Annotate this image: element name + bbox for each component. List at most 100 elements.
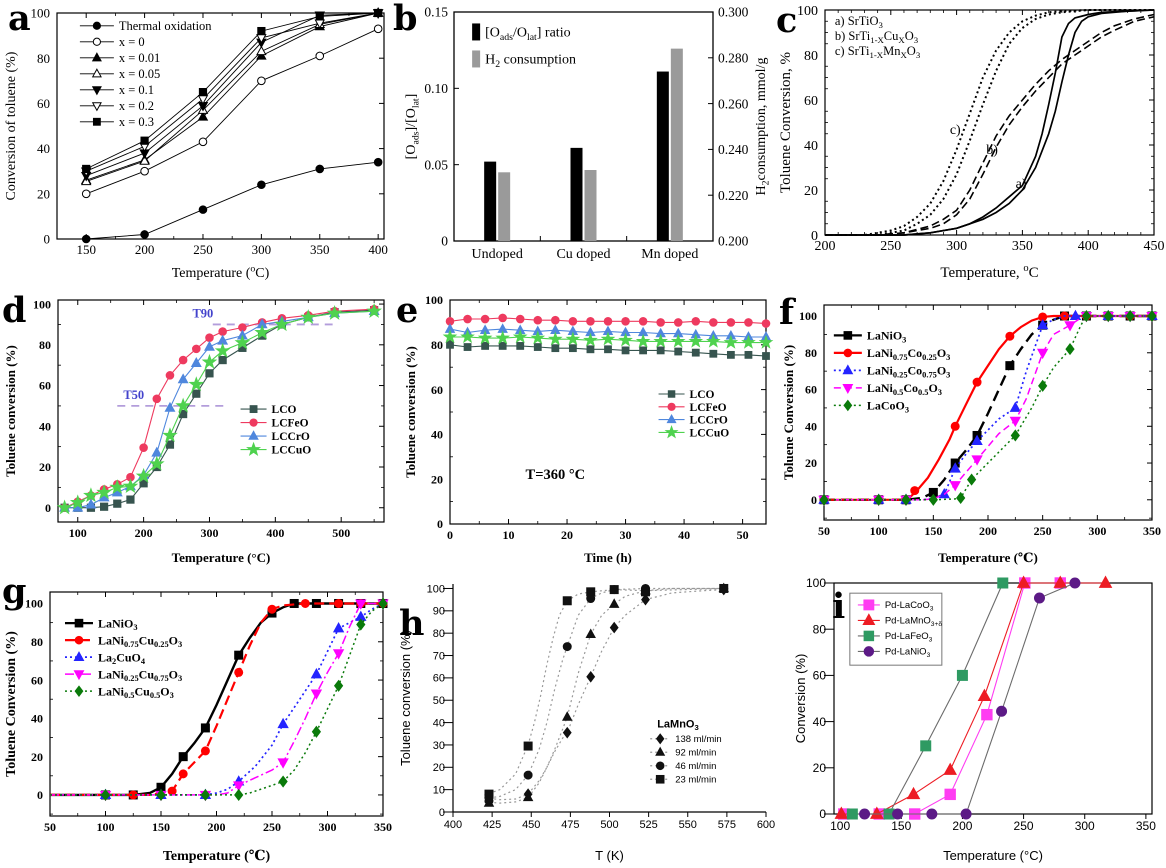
svg-text:La2CuO4: La2CuO4 (98, 650, 146, 666)
svg-text:Temperature (°C): Temperature (°C) (943, 848, 1043, 863)
svg-text:Cu doped: Cu doped (556, 247, 610, 262)
svg-text:0.260: 0.260 (718, 96, 749, 111)
svg-text:40: 40 (37, 141, 50, 156)
svg-text:100: 100 (69, 526, 87, 540)
svg-text:20: 20 (431, 472, 443, 486)
svg-text:Pd-LaCoO3: Pd-LaCoO3 (885, 600, 934, 612)
svg-text:LaNi0.75Co0.25O3: LaNi0.75Co0.25O3 (867, 346, 951, 362)
svg-text:0.05: 0.05 (424, 157, 448, 172)
svg-text:LaNi0.25Co0.75O3: LaNi0.25Co0.75O3 (867, 364, 951, 380)
panel-e: 0 10 20 30 40 50 0 20 40 60 80 100 Time (h) Toluene c… (400, 285, 778, 570)
svg-text:Mn doped: Mn doped (641, 247, 698, 262)
svg-text:475: 475 (561, 819, 579, 831)
svg-text:100: 100 (830, 819, 850, 833)
svg-text:Toluene Conversion, %: Toluene Conversion, % (778, 52, 794, 193)
svg-text:100: 100 (799, 309, 817, 323)
panel-h: 400 425 450 475 500 525 550 575 600 0 10 20 30 40 50 60… (395, 570, 790, 868)
svg-text:80: 80 (433, 628, 445, 640)
svg-text:Toluene Conversion (%): Toluene Conversion (%) (4, 631, 19, 777)
svg-text:100: 100 (425, 293, 443, 307)
chart-c-canvas: 200 250 300 350 400 450 0 20 40 60 80 100 Temperatur… (778, 4, 1165, 281)
chart-h-canvas: 400 425 450 475 500 525 550 575 600 0 10 20 30 40 50 60… (398, 582, 775, 863)
svg-text:20: 20 (37, 186, 50, 201)
svg-text:0: 0 (439, 807, 445, 819)
svg-text:100: 100 (870, 524, 888, 538)
panel-g: 50 100 150 200 250 300 350 0 20 40 60 80 100 Temperat… (0, 570, 395, 868)
svg-text:0.280: 0.280 (718, 51, 749, 66)
svg-text:60: 60 (805, 383, 817, 397)
svg-text:LaMnO3: LaMnO3 (657, 718, 699, 732)
svg-text:Temperature (℃): Temperature (℃) (163, 849, 271, 864)
svg-text:0: 0 (441, 234, 448, 249)
svg-text:300: 300 (946, 239, 967, 254)
svg-text:60: 60 (31, 673, 43, 687)
svg-text:100: 100 (806, 576, 826, 590)
svg-text:c): c) (950, 123, 961, 138)
svg-text:20: 20 (31, 750, 43, 764)
svg-text:150: 150 (76, 242, 96, 257)
svg-text:250: 250 (1034, 524, 1052, 538)
svg-text:LaNiO3: LaNiO3 (867, 329, 907, 345)
panel-letter-h: h (399, 603, 425, 644)
svg-text:0: 0 (37, 788, 43, 802)
svg-text:Temperature (℃): Temperature (℃) (938, 550, 1038, 565)
svg-text:40: 40 (431, 428, 443, 442)
svg-text:0: 0 (819, 807, 826, 821)
svg-text:60: 60 (39, 379, 51, 393)
svg-text:H2consumption, mmol/g: H2consumption, mmol/g (754, 58, 771, 196)
svg-text:LCCrO: LCCrO (690, 415, 728, 427)
panel-letter-d: d (2, 290, 27, 331)
svg-text:60: 60 (433, 673, 445, 685)
svg-text:Conversion (%): Conversion (%) (793, 654, 808, 744)
chart-e-canvas: 0 10 20 30 40 50 0 20 40 60 80 100 Time (h) Toluene c… (403, 293, 774, 565)
chart-f-canvas: 50 100 150 200 250 300 350 0 20 40 60 80 100 Temperat… (781, 304, 1161, 565)
svg-text:T50: T50 (123, 388, 144, 402)
svg-text:x = 0.1: x = 0.1 (119, 83, 154, 97)
svg-text:350: 350 (1012, 239, 1033, 254)
svg-text:200: 200 (135, 242, 155, 257)
svg-text:40: 40 (805, 419, 817, 433)
svg-text:LCO: LCO (272, 404, 297, 416)
svg-text:20: 20 (433, 762, 445, 774)
svg-text:70: 70 (433, 650, 445, 662)
svg-text:LaNi0.5Cu0.5O3: LaNi0.5Cu0.5O3 (98, 684, 174, 700)
svg-text:300: 300 (319, 820, 337, 834)
panel-letter-i: i (832, 586, 846, 627)
svg-text:550: 550 (679, 819, 697, 831)
svg-text:40: 40 (804, 139, 818, 154)
svg-text:40: 40 (813, 715, 827, 729)
svg-text:LCFeO: LCFeO (690, 402, 727, 414)
svg-text:100: 100 (97, 820, 115, 834)
panel-d: 100 200 300 400 500 0 20 40 60 80 100 Temperature (… (0, 285, 400, 570)
svg-text:400: 400 (1078, 239, 1099, 254)
svg-text:46 ml/min: 46 ml/min (675, 761, 716, 772)
svg-text:450: 450 (522, 819, 540, 831)
svg-text:LCCuO: LCCuO (690, 427, 730, 439)
svg-text:500: 500 (332, 526, 350, 540)
svg-text:100: 100 (25, 597, 43, 611)
svg-text:Toluene conversion (%): Toluene conversion (%) (403, 346, 418, 478)
chart-d-canvas: 100 200 300 400 500 0 20 40 60 80 100 Temperature (… (3, 297, 385, 565)
svg-text:Time (h): Time (h) (584, 550, 632, 565)
svg-text:200: 200 (208, 820, 226, 834)
svg-text:LCCuO: LCCuO (272, 445, 312, 457)
panel-letter-b: b (393, 0, 418, 39)
svg-text:80: 80 (805, 346, 817, 360)
svg-text:0.10: 0.10 (424, 81, 448, 96)
panel-letter-a: a (8, 0, 31, 39)
svg-text:138 ml/min: 138 ml/min (675, 734, 721, 745)
svg-text:200: 200 (135, 526, 153, 540)
panel-f: 50 100 150 200 250 300 350 0 20 40 60 80 100 Temperat… (778, 285, 1166, 570)
svg-text:400: 400 (266, 526, 284, 540)
svg-text:100: 100 (33, 297, 51, 311)
svg-text:Conversion of toluene (%): Conversion of toluene (%) (4, 51, 19, 200)
svg-text:425: 425 (483, 819, 501, 831)
svg-text:80: 80 (804, 49, 818, 64)
chart-b-canvas: 0 0.05 0.10 0.15 0.200 0.220 0.240 0.260 0.280 0.… (404, 5, 771, 262)
svg-text:b) SrTi1-XCuXO3: b) SrTi1-XCuXO3 (835, 29, 919, 45)
svg-text:0: 0 (811, 493, 817, 507)
svg-text:0: 0 (44, 232, 51, 247)
svg-text:60: 60 (431, 383, 443, 397)
svg-text:80: 80 (431, 338, 443, 352)
svg-text:80: 80 (37, 51, 50, 66)
